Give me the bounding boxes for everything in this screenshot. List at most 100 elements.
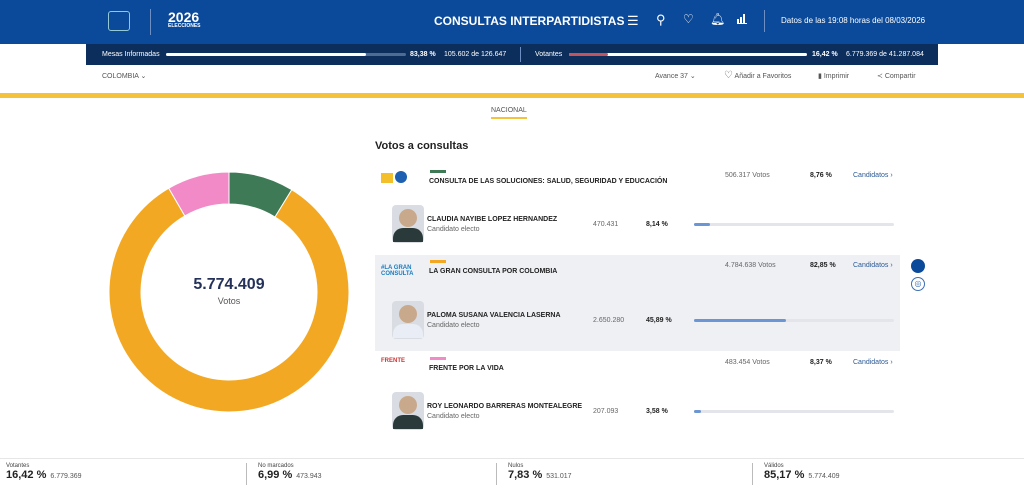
consulta-pct: 8,37 % bbox=[810, 359, 832, 366]
footer-stat: Nulos 7,83 % 531.017 bbox=[508, 463, 572, 481]
compartir-button[interactable]: ≺ Compartir bbox=[877, 72, 916, 80]
heart-icon: ♡ bbox=[724, 70, 733, 81]
donut-label: Votos bbox=[217, 296, 241, 306]
donut-chart bbox=[108, 171, 350, 413]
registraduria-logo[interactable] bbox=[108, 11, 130, 31]
stat-label: Nulos bbox=[508, 463, 524, 469]
compartir-label: Compartir bbox=[884, 73, 916, 80]
footer-stat: Votantes 16,42 % 6.779.369 bbox=[6, 463, 82, 481]
candidate-progress bbox=[694, 319, 894, 322]
divider bbox=[520, 47, 521, 62]
consulta-color-swatch bbox=[430, 170, 446, 173]
candidate-photo bbox=[392, 205, 424, 243]
consulta-pct: 82,85 % bbox=[810, 262, 836, 269]
heart-icon[interactable]: ♡ bbox=[683, 12, 694, 26]
tab-nacional[interactable]: NACIONAL bbox=[491, 107, 527, 119]
print-icon: ▮ bbox=[818, 73, 822, 80]
consulta-name: CONSULTA DE LAS SOLUCIONES: SALUD, SEGUR… bbox=[429, 178, 668, 185]
donut-slice-gran-consulta[interactable] bbox=[108, 187, 350, 413]
top-header: 2026 ELECCIONES CONSULTAS INTERPARTIDIST… bbox=[0, 0, 1024, 44]
consulta-logo: FRENTE bbox=[381, 358, 405, 364]
votantes-pct: 16,42 % bbox=[812, 51, 838, 58]
elecciones-logo[interactable]: 2026 ELECCIONES bbox=[168, 9, 201, 29]
divider bbox=[764, 10, 765, 32]
donut-slice-frente[interactable] bbox=[168, 171, 230, 217]
divider bbox=[496, 463, 497, 485]
divider bbox=[150, 9, 151, 35]
candidate-pct: 3,58 % bbox=[646, 408, 668, 415]
avance-select[interactable]: Avance 37 ⌄ bbox=[655, 73, 696, 80]
stat-label: Votantes bbox=[6, 463, 30, 469]
stat-count: 531.017 bbox=[546, 473, 572, 480]
candidatos-link[interactable]: Candidatos › bbox=[853, 172, 893, 179]
donut-total: 5.774.409 bbox=[193, 276, 265, 293]
bell-icon[interactable]: 🔔︎ bbox=[710, 12, 726, 26]
favoritos-button[interactable]: ♡ Añadir a Favoritos bbox=[724, 70, 791, 81]
logo-sub: ELECCIONES bbox=[168, 23, 201, 29]
mesas-progress bbox=[166, 53, 406, 56]
chart-icon[interactable] bbox=[737, 14, 747, 24]
stat-pct: 7,83 % bbox=[508, 469, 543, 481]
consulta-name: LA GRAN CONSULTA POR COLOMBIA bbox=[429, 268, 558, 275]
candidate-progress bbox=[694, 223, 894, 226]
consulta-logo: #LA GRAN CONSULTA bbox=[381, 265, 414, 277]
candidate-status: Candidato electo bbox=[427, 322, 480, 329]
ballot-icon[interactable] bbox=[911, 259, 925, 273]
imprimir-button[interactable]: ▮ Imprimir bbox=[818, 72, 849, 80]
progress-bar-strip: Mesas Informadas 83,38 % 105.602 de 126.… bbox=[86, 44, 938, 65]
candidate-status: Candidato electo bbox=[427, 413, 480, 420]
votantes-label: Votantes bbox=[535, 51, 563, 58]
mesas-label: Mesas Informadas bbox=[102, 51, 160, 58]
candidate-pct: 45,89 % bbox=[646, 317, 672, 324]
consulta-row: #LA GRAN CONSULTA LA GRAN CONSULTA POR C… bbox=[375, 255, 900, 351]
consulta-color-swatch bbox=[430, 260, 446, 263]
candidate-name: CLAUDIA NAYIBE LOPEZ HERNANDEZ bbox=[427, 216, 558, 223]
stat-count: 473.943 bbox=[296, 473, 322, 480]
logo-year: 2026 bbox=[168, 9, 200, 25]
stat-label: No marcados bbox=[258, 463, 294, 469]
footer-stat: No marcados 6,99 % 473.943 bbox=[258, 463, 322, 481]
stat-pct: 16,42 % bbox=[6, 469, 47, 481]
votantes-progress bbox=[569, 53, 807, 56]
candidate-photo bbox=[392, 301, 424, 339]
favoritos-label: Añadir a Favoritos bbox=[734, 73, 792, 80]
stat-pct: 6,99 % bbox=[258, 469, 293, 481]
consulta-votes: 483.454 Votos bbox=[725, 359, 770, 366]
candidate-votes: 2.650.280 bbox=[593, 317, 625, 324]
consulta-pct: 8,76 % bbox=[810, 172, 832, 179]
candidate-pct: 8,14 % bbox=[646, 221, 668, 228]
mesas-pct: 83,38 % bbox=[410, 51, 436, 58]
candidatos-link[interactable]: Candidatos › bbox=[853, 262, 893, 269]
stat-count: 6.779.369 bbox=[50, 473, 82, 480]
consulta-logo bbox=[381, 171, 423, 185]
menu-icon[interactable]: ☰ bbox=[627, 13, 639, 28]
candidate-progress bbox=[694, 410, 894, 413]
candidate-votes: 207.093 bbox=[593, 408, 619, 415]
mesas-count: 105.602 de 126.647 bbox=[444, 51, 507, 58]
consulta-votes: 4.784.638 Votos bbox=[725, 262, 776, 269]
candidatos-link[interactable]: Candidatos › bbox=[853, 359, 893, 366]
accent-stripe bbox=[0, 93, 1024, 98]
divider bbox=[0, 458, 1024, 459]
consulta-votes: 506.317 Votos bbox=[725, 172, 770, 179]
candidate-name: ROY LEONARDO BARRERAS MONTEALEGRE bbox=[427, 403, 583, 410]
search-icon[interactable]: ⚲ bbox=[656, 12, 666, 27]
region-label: COLOMBIA bbox=[102, 73, 139, 80]
region-select[interactable]: COLOMBIA ⌄ bbox=[102, 73, 147, 80]
footer-stat: Válidos 85,17 % 5.774.409 bbox=[764, 463, 840, 481]
location-icon[interactable]: ◎ bbox=[911, 277, 925, 291]
consulta-row: FRENTE FRENTE POR LA VIDA 483.454 Votos … bbox=[375, 352, 900, 442]
avance-label: Avance 37 bbox=[655, 73, 688, 80]
votantes-count: 6.779.369 de 41.287.084 bbox=[846, 51, 924, 58]
section-title: Votos a consultas bbox=[375, 140, 469, 152]
candidate-photo bbox=[392, 392, 424, 430]
timestamp: Datos de las 19:08 horas del 08/03/2026 bbox=[781, 16, 926, 25]
consulta-row: CONSULTA DE LAS SOLUCIONES: SALUD, SEGUR… bbox=[375, 165, 900, 255]
imprimir-label: Imprimir bbox=[823, 73, 850, 80]
stat-pct: 85,17 % bbox=[764, 469, 805, 481]
consulta-name: FRENTE POR LA VIDA bbox=[429, 365, 504, 372]
page-title: CONSULTAS INTERPARTIDISTAS bbox=[434, 14, 625, 28]
stat-count: 5.774.409 bbox=[808, 473, 840, 480]
divider bbox=[246, 463, 247, 485]
stat-label: Válidos bbox=[764, 463, 784, 469]
